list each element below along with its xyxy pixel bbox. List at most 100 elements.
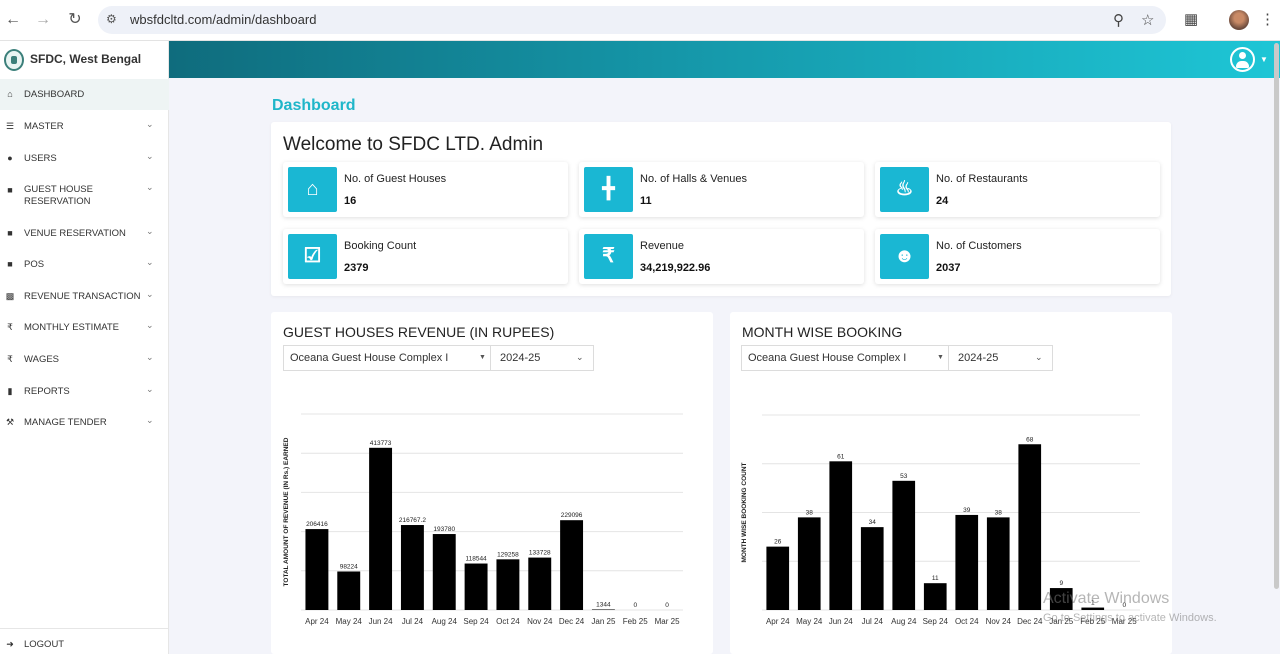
x-tick-label: Jun 24: [369, 617, 394, 626]
chart-bar: [797, 517, 821, 610]
brand[interactable]: SFDC, West Bengal: [0, 41, 169, 79]
sidebar-item-dashboard[interactable]: ⌂ DASHBOARD: [0, 79, 169, 110]
guest-house-select[interactable]: Oceana Guest House Complex I ▼: [741, 345, 949, 371]
x-tick-label: Jun 24: [829, 617, 854, 626]
sidebar-item-guest-house-reservation[interactable]: ■ GUEST HOUSE RESERVATION ⌄: [0, 180, 169, 212]
sidebar-item-monthly-estimate[interactable]: ₹ MONTHLY ESTIMATE ⌄: [0, 317, 169, 337]
site-settings-icon[interactable]: ⚙: [106, 12, 117, 26]
page-scrollbar[interactable]: [1274, 43, 1279, 589]
user-avatar-icon[interactable]: [1230, 47, 1255, 72]
chevron-down-icon: ⌄: [146, 320, 154, 330]
stat-card-revenue[interactable]: ₹ Revenue 34,219,922.96: [579, 229, 864, 284]
caret-down-icon: ▼: [479, 354, 486, 361]
x-tick-label: Oct 24: [496, 617, 520, 626]
year-select[interactable]: 2024-25 ⌄: [948, 345, 1053, 371]
address-bar[interactable]: ⚙ wbsfdcltd.com/admin/dashboard ⚲ ☆: [98, 6, 1166, 34]
sidebar-item-users[interactable]: ● USERS ⌄: [0, 148, 169, 168]
bookmark-star-icon[interactable]: ☆: [1141, 12, 1155, 29]
x-tick-label: Nov 24: [986, 617, 1012, 626]
sidebar-item-label: DASHBOARD: [24, 89, 85, 100]
browser-profile-avatar[interactable]: [1229, 10, 1249, 30]
panel-title: MONTH WISE BOOKING: [742, 324, 903, 340]
url-text[interactable]: wbsfdcltd.com/admin/dashboard: [130, 12, 317, 27]
stat-card-restaurants[interactable]: ♨ No. of Restaurants 24: [875, 162, 1160, 217]
stat-label: No. of Halls & Venues: [640, 173, 748, 185]
data-label: 216767.2: [399, 517, 426, 524]
sidebar: SFDC, West Bengal ⌂ DASHBOARD ☰ MASTER ⌄…: [0, 41, 169, 654]
x-tick-label: Jan 25: [1049, 617, 1074, 626]
forward-icon[interactable]: →: [35, 11, 51, 28]
brand-logo: [4, 49, 24, 71]
utensils-icon: ♨: [880, 167, 929, 212]
sidebar-item-reports[interactable]: ▮ REPORTS ⌄: [0, 381, 169, 401]
stat-value: 16: [344, 195, 357, 207]
revenue-bar-chart: TOTAL AMOUNT OF REVENUE (IN Rs.) EARNED 2…: [283, 413, 683, 626]
back-icon[interactable]: ←: [5, 11, 21, 28]
data-label: 0: [665, 602, 669, 609]
browser-menu-icon[interactable]: ⋮: [1260, 11, 1275, 28]
sidebar-item-venue-reservation[interactable]: ■ VENUE RESERVATION ⌄: [0, 223, 169, 243]
welcome-card: Welcome to SFDC LTD. Admin ⌂ No. of Gues…: [271, 122, 1171, 296]
data-label: 206416: [306, 521, 328, 528]
sidebar-divider: [0, 628, 169, 629]
chevron-down-icon: ⌄: [146, 289, 154, 299]
sidebar-item-label: MANAGE TENDER: [24, 417, 107, 428]
stat-label: No. of Guest Houses: [344, 173, 447, 185]
stat-value: 11: [640, 195, 652, 207]
data-label: 11: [932, 575, 939, 582]
sidebar-item-label: MASTER: [24, 121, 64, 132]
chart-bar: [400, 525, 424, 610]
sidebar-item-label: WAGES: [24, 354, 60, 365]
home-icon: ⌂: [288, 167, 337, 212]
chevron-down-icon: ⌄: [576, 352, 584, 362]
brand-name: SFDC, West Bengal: [30, 52, 142, 66]
sidebar-item-master[interactable]: ☰ MASTER ⌄: [0, 116, 169, 136]
x-tick-label: Feb 25: [1080, 617, 1105, 626]
zoom-icon[interactable]: ⚲: [1113, 12, 1124, 29]
reload-icon[interactable]: ↻: [68, 11, 82, 28]
extensions-icon[interactable]: ▦: [1184, 11, 1199, 28]
x-tick-label: May 24: [796, 617, 823, 626]
data-label: 53: [900, 473, 908, 480]
stat-label: No. of Restaurants: [936, 173, 1028, 185]
sidebar-item-label: POS: [24, 259, 45, 270]
sidebar-item-revenue-transaction[interactable]: ▩ REVENUE TRANSACTION ⌄: [0, 286, 169, 306]
browser-toolbar: ← → ↻ ⚙ wbsfdcltd.com/admin/dashboard ⚲ …: [0, 0, 1280, 41]
chart-bar: [591, 609, 615, 610]
chart-bar: [337, 571, 361, 610]
x-tick-label: Dec 24: [559, 617, 585, 626]
stat-card-customers[interactable]: ☻ No. of Customers 2037: [875, 229, 1160, 284]
chevron-down-icon: ⌄: [1035, 352, 1043, 362]
chart-bar: [923, 583, 947, 610]
signpost-icon: ╋: [584, 167, 633, 212]
panel-title: GUEST HOUSES REVENUE (IN RUPEES): [283, 324, 555, 340]
sidebar-item-wages[interactable]: ₹ WAGES ⌄: [0, 349, 169, 369]
sidebar-item-manage-tender[interactable]: ⚒ MANAGE TENDER ⌄: [0, 412, 169, 432]
chart-bar: [1081, 607, 1105, 610]
year-select[interactable]: 2024-25 ⌄: [490, 345, 594, 371]
chevron-down-icon: ⌄: [146, 226, 154, 236]
sidebar-item-label: GUEST HOUSE RESERVATION: [24, 184, 93, 207]
users-icon: ☻: [880, 234, 929, 279]
chart-bar: [1049, 588, 1073, 610]
chart-bar: [766, 546, 790, 610]
home-icon: ⌂: [7, 89, 13, 99]
logout-button[interactable]: ➜ LOGOUT: [0, 635, 169, 653]
y-axis-label: MONTH WISE BOOKING COUNT: [741, 462, 748, 562]
data-label: 38: [806, 509, 814, 516]
chart-bar: [1018, 444, 1042, 610]
stat-card-guest-houses[interactable]: ⌂ No. of Guest Houses 16: [283, 162, 568, 217]
x-tick-label: Jan 25: [591, 617, 616, 626]
data-label: 38: [995, 509, 1003, 516]
stat-card-booking-count[interactable]: ☑ Booking Count 2379: [283, 229, 568, 284]
rupee-icon: ₹: [7, 322, 13, 332]
x-tick-label: Mar 25: [1112, 617, 1137, 626]
sidebar-item-label: REPORTS: [24, 386, 70, 397]
data-label: 193780: [433, 526, 455, 533]
chevron-down-icon: ⌄: [146, 352, 154, 362]
caret-down-icon[interactable]: ▼: [1260, 55, 1268, 64]
data-label: 118544: [465, 556, 487, 563]
stat-card-halls-venues[interactable]: ╋ No. of Halls & Venues 11: [579, 162, 864, 217]
welcome-title: Welcome to SFDC LTD. Admin: [283, 134, 544, 155]
sidebar-item-pos[interactable]: ■ POS ⌄: [0, 254, 169, 274]
